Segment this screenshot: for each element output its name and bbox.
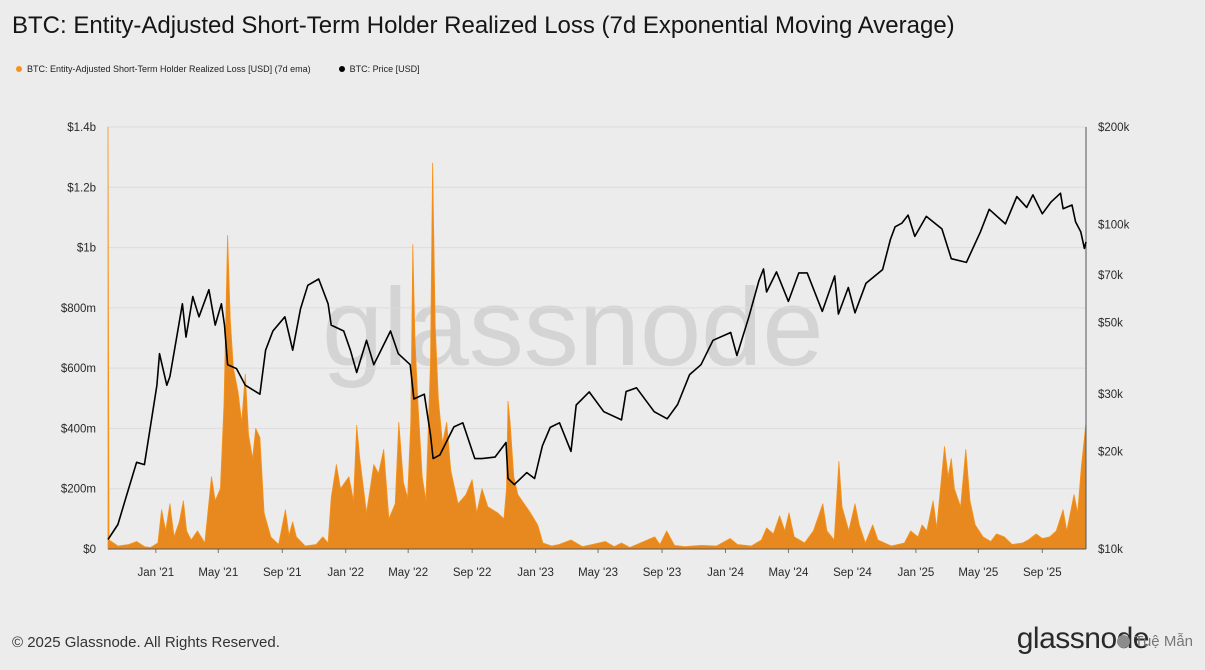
x-axis-tick-label: May '25 <box>958 567 998 579</box>
copyright-footer: © 2025 Glassnode. All Rights Reserved. <box>12 634 280 651</box>
x-axis-tick-label: Jan '21 <box>137 567 174 579</box>
legend-label-price: BTC: Price [USD] <box>349 64 420 74</box>
x-axis-tick-label: Sep '21 <box>263 567 302 579</box>
x-axis-tick-label: May '24 <box>768 567 809 579</box>
x-axis-tick-label: May '22 <box>388 567 428 579</box>
right-axis-tick-label: $50k <box>1098 317 1123 329</box>
realized-loss-area <box>107 126 1087 550</box>
x-axis-tick-label: Jan '22 <box>327 567 364 579</box>
left-axis-tick-label: $400m <box>61 423 96 435</box>
legend-item-price[interactable]: BTC: Price [USD] <box>338 64 420 74</box>
x-axis-tick-label: May '23 <box>578 567 618 579</box>
x-axis-tick-label: Sep '24 <box>833 567 872 579</box>
legend-item-realized-loss[interactable]: BTC: Entity-Adjusted Short-Term Holder R… <box>16 64 311 74</box>
legend-swatch-realized-loss <box>16 66 22 72</box>
chart-title: BTC: Entity-Adjusted Short-Term Holder R… <box>12 12 955 39</box>
right-axis-tick-label: $70k <box>1098 270 1123 282</box>
right-axis-tick-label: $100k <box>1098 220 1130 232</box>
right-axis-tick-label: $20k <box>1098 446 1123 458</box>
left-axis-tick-label: $0 <box>83 544 96 556</box>
legend-swatch-price <box>338 66 345 72</box>
background-watermark: glassnode <box>322 266 824 389</box>
left-axis-tick-label: $800m <box>61 303 96 315</box>
x-axis-tick-label: May '21 <box>198 567 238 579</box>
author-credit: Tuệ Mẫn <box>1117 633 1193 650</box>
right-axis-tick-label: $30k <box>1098 389 1123 401</box>
left-axis-tick-label: $1b <box>77 243 96 255</box>
left-axis-tick-label: $1.2b <box>67 182 96 194</box>
x-axis-tick-label: Sep '22 <box>453 567 492 579</box>
x-axis-tick-label: Jan '23 <box>517 567 554 579</box>
legend-label-realized-loss: BTC: Entity-Adjusted Short-Term Holder R… <box>27 64 311 74</box>
x-axis-tick-label: Sep '25 <box>1023 567 1062 579</box>
left-axis-tick-label: $600m <box>61 363 96 375</box>
author-avatar-icon <box>1117 635 1131 648</box>
right-axis-tick-label: $10k <box>1098 544 1123 556</box>
chart-legend: BTC: Entity-Adjusted Short-Term Holder R… <box>16 64 420 74</box>
right-axis-tick-label: $200k <box>1098 122 1130 134</box>
x-axis-tick-label: Jan '24 <box>707 567 744 579</box>
author-credit-text: Tuệ Mẫn <box>1134 633 1193 650</box>
left-axis-tick-label: $1.4b <box>67 122 96 134</box>
x-axis-tick-label: Jan '25 <box>898 567 935 579</box>
left-axis-tick-label: $200m <box>61 484 96 496</box>
x-axis-tick-label: Sep '23 <box>643 567 682 579</box>
price-line <box>107 192 1087 540</box>
